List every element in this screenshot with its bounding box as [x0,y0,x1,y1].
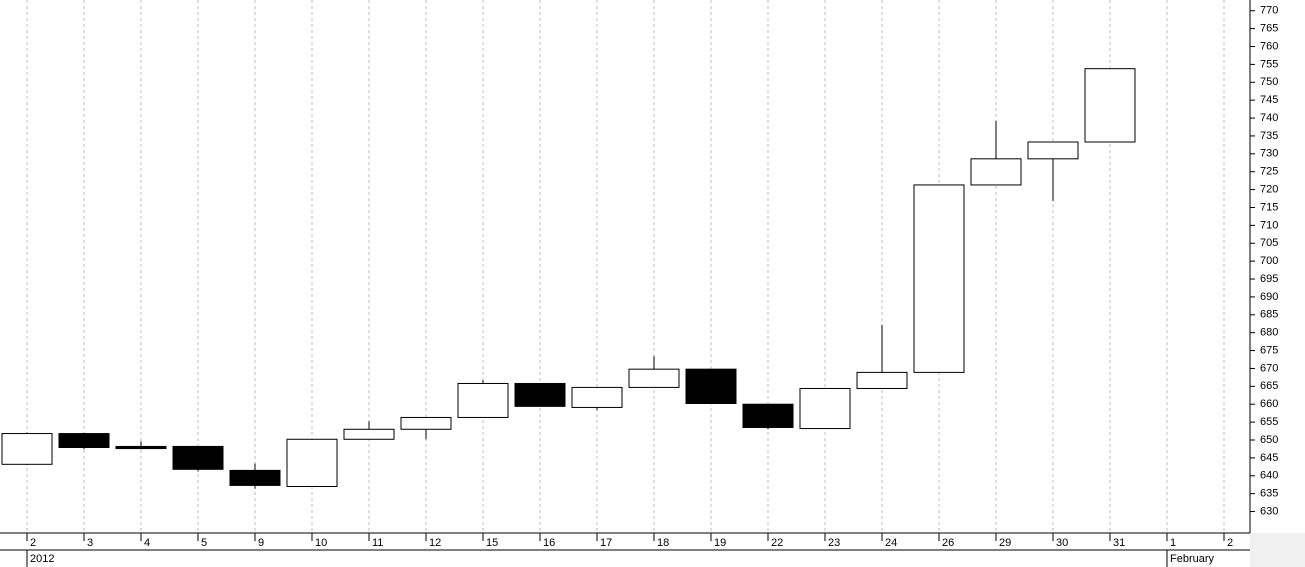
x-tick-label: 16 [543,537,555,549]
y-tick-label: 730 [1260,148,1278,160]
x-tick-label: 23 [828,537,840,549]
candle-body [742,403,794,428]
y-tick-label: 695 [1260,273,1278,285]
y-tick-label: 720 [1260,183,1278,195]
y-tick-label: 640 [1260,470,1278,482]
y-tick-label: 705 [1260,237,1278,249]
y-tick-label: 670 [1260,362,1278,374]
x-tick-label: 12 [429,537,441,549]
x-tick-label: 2 [1227,537,1233,549]
y-tick-label: 660 [1260,398,1278,410]
candle-body [115,445,167,450]
candle-body [571,386,623,408]
period-label: February [1170,553,1215,565]
x-tick-label: 19 [714,537,726,549]
x-tick-label: 22 [771,537,783,549]
y-tick-label: 715 [1260,201,1278,213]
y-tick-label: 675 [1260,344,1278,356]
x-tick-label: 9 [258,537,264,549]
period-label: 2012 [30,553,54,565]
y-tick-label: 745 [1260,94,1278,106]
x-tick-label: 10 [315,537,327,549]
candle-body [970,158,1022,186]
x-tick-label: 18 [657,537,669,549]
y-tick-label: 700 [1260,255,1278,267]
y-tick-label: 680 [1260,327,1278,339]
candle-body [799,387,851,430]
candle-body [286,438,338,487]
candle-body [229,469,281,486]
x-tick-label: 24 [885,537,897,549]
x-tick-label: 31 [1113,537,1125,549]
x-tick-label: 30 [1056,537,1068,549]
y-tick-label: 750 [1260,76,1278,88]
candle-body [628,368,680,388]
candle-body [685,368,737,405]
x-tick-label: 3 [87,537,93,549]
y-tick-label: 685 [1260,309,1278,321]
corner [1250,533,1305,567]
y-tick-label: 650 [1260,434,1278,446]
y-tick-label: 740 [1260,112,1278,124]
x-tick-label: 2 [30,537,36,549]
y-tick-label: 690 [1260,291,1278,303]
y-tick-label: 655 [1260,416,1278,428]
candle-body [1027,141,1079,160]
candle-body [913,184,965,373]
candle-body [457,382,509,418]
y-tick-label: 710 [1260,219,1278,231]
candle-body [58,433,110,449]
candle-body [514,382,566,407]
candle-body [172,445,224,470]
candle-body [856,371,908,389]
x-tick-label: 29 [999,537,1011,549]
y-tick-label: 645 [1260,452,1278,464]
y-tick-label: 760 [1260,40,1278,52]
x-tick-label: 1 [1170,537,1176,549]
y-tick-label: 755 [1260,58,1278,70]
y-tick-label: 735 [1260,130,1278,142]
y-tick-label: 630 [1260,505,1278,517]
x-tick-label: 26 [942,537,954,549]
y-tick-label: 725 [1260,166,1278,178]
candle-body [400,416,452,430]
x-tick-label: 11 [372,537,383,549]
candle-body [1,433,53,465]
y-tick-label: 765 [1260,23,1278,35]
candle-body [1084,68,1136,143]
y-tick-label: 770 [1260,5,1278,17]
y-tick-label: 635 [1260,488,1278,500]
x-tick-label: 17 [600,537,612,549]
x-tick-label: 15 [486,537,498,549]
x-tick-label: 4 [144,537,150,549]
x-tick-label: 5 [201,537,207,549]
y-tick-label: 665 [1260,380,1278,392]
candle-body [343,428,395,440]
